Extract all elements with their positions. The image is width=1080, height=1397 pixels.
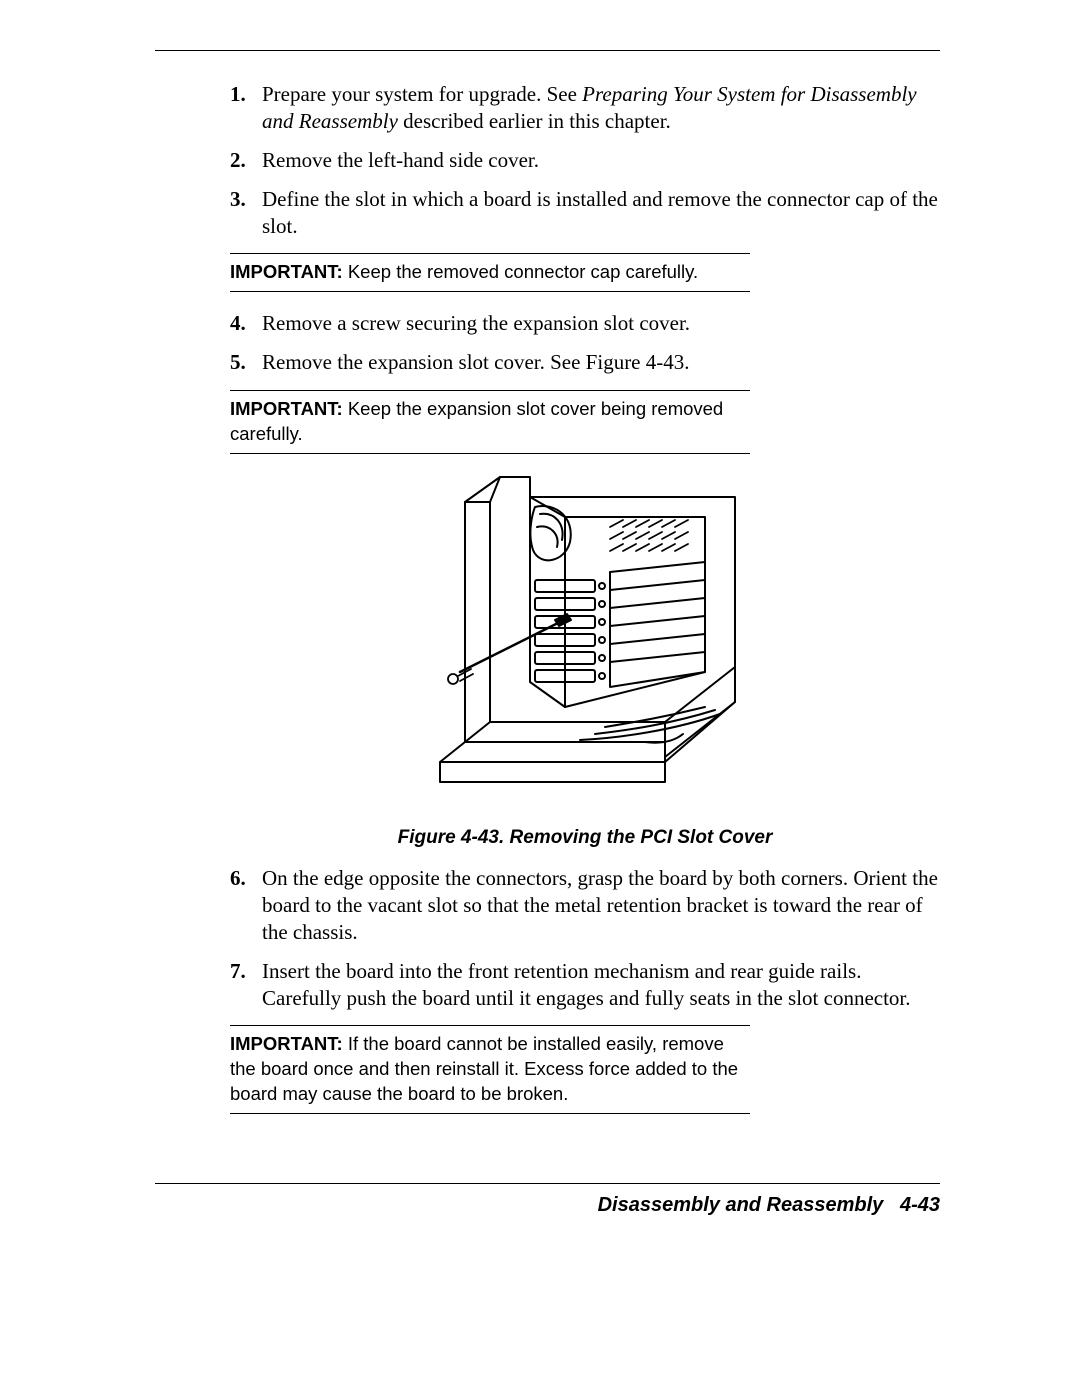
step-number: 2. [230, 147, 246, 174]
step-text-pre: Prepare your system for upgrade. See [262, 82, 582, 106]
step-text: Define the slot in which a board is inst… [262, 187, 938, 238]
step-text: Remove a screw securing the expansion sl… [262, 311, 690, 335]
step-text: Remove the expansion slot cover. See Fig… [262, 350, 690, 374]
figure-4-43 [230, 472, 940, 817]
steps-list: 4. Remove a screw securing the expansion… [230, 310, 940, 376]
step-number: 4. [230, 310, 246, 337]
step-number: 7. [230, 958, 246, 985]
steps-list: 6. On the edge opposite the connectors, … [230, 865, 940, 1011]
document-page: 1. Prepare your system for upgrade. See … [0, 0, 1080, 1397]
step-text: Insert the board into the front retentio… [262, 959, 911, 1010]
page-footer: Disassembly and Reassembly 4-43 [155, 1183, 940, 1217]
important-note-3: IMPORTANT: If the board cannot be instal… [230, 1025, 750, 1114]
step-1: 1. Prepare your system for upgrade. See … [230, 81, 940, 135]
important-note-2: IMPORTANT: Keep the expansion slot cover… [230, 390, 750, 454]
important-note-1: IMPORTANT: Keep the removed connector ca… [230, 253, 750, 292]
step-text: Prepare your system for upgrade. See Pre… [262, 82, 917, 133]
step-number: 3. [230, 186, 246, 213]
step-number: 1. [230, 81, 246, 108]
step-5: 5. Remove the expansion slot cover. See … [230, 349, 940, 376]
important-label: IMPORTANT: [230, 398, 343, 419]
step-number: 5. [230, 349, 246, 376]
step-7: 7. Insert the board into the front reten… [230, 958, 940, 1012]
step-text: On the edge opposite the connectors, gra… [262, 866, 938, 944]
steps-list: 1. Prepare your system for upgrade. See … [230, 81, 940, 239]
important-text: Keep the removed connector cap carefully… [348, 261, 698, 282]
pci-slot-cover-illustration [405, 472, 765, 812]
step-3: 3. Define the slot in which a board is i… [230, 186, 940, 240]
content-area: 1. Prepare your system for upgrade. See … [155, 81, 940, 1114]
step-text: Remove the left-hand side cover. [262, 148, 539, 172]
step-text-post: described earlier in this chapter. [398, 109, 671, 133]
footer-text: Disassembly and Reassembly 4-43 [155, 1194, 940, 1217]
step-number: 6. [230, 865, 246, 892]
top-rule [155, 50, 940, 51]
footer-page: 4-43 [900, 1194, 940, 1216]
footer-section: Disassembly and Reassembly [598, 1194, 884, 1216]
step-4: 4. Remove a screw securing the expansion… [230, 310, 940, 337]
important-label: IMPORTANT: [230, 1033, 343, 1054]
figure-caption: Figure 4-43. Removing the PCI Slot Cover [230, 827, 940, 849]
step-2: 2. Remove the left-hand side cover. [230, 147, 940, 174]
step-6: 6. On the edge opposite the connectors, … [230, 865, 940, 946]
important-label: IMPORTANT: [230, 261, 343, 282]
footer-rule [155, 1183, 940, 1184]
